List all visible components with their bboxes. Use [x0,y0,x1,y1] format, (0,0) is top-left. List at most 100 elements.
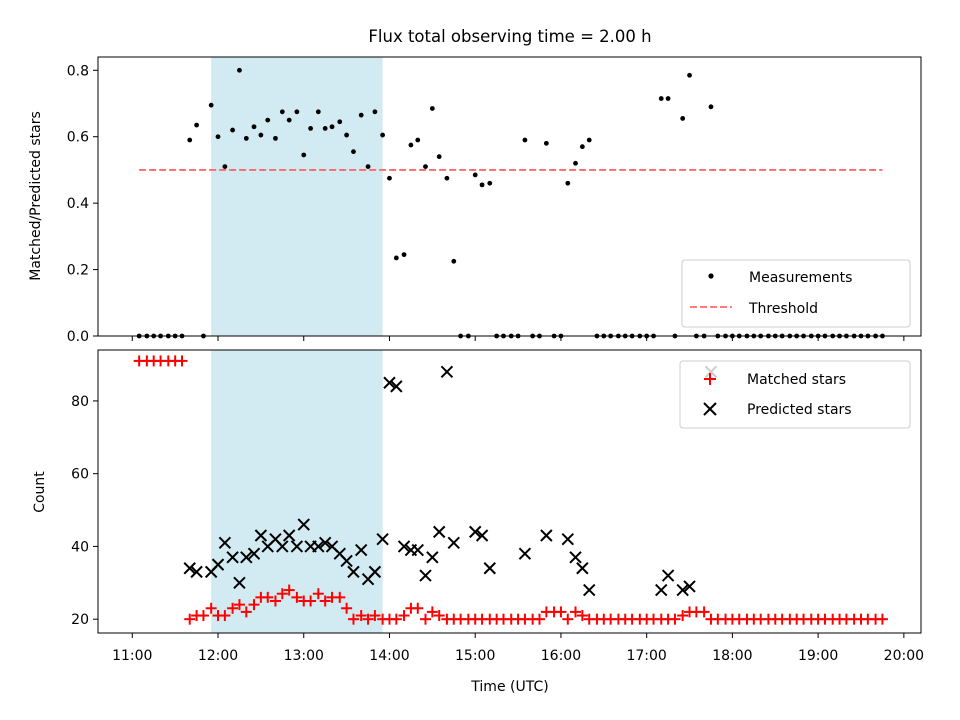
matched-star-point [412,602,424,614]
top-highlight-span [211,57,383,336]
measurement-point [286,117,292,123]
predicted-star-point [240,551,253,564]
predicted-star-point [354,543,368,557]
measurement-point [472,172,478,178]
measurement-point [451,258,457,264]
predicted-star-point [247,547,261,560]
measurement-point [487,180,493,186]
matched-star-point [355,610,367,622]
x-tick-label: 13:00 [284,648,324,664]
predicted-star-point [655,583,668,597]
x-tick-label: 11:00 [112,648,152,664]
predicted-star-point [576,562,589,575]
x-axis-label: Time (UTC) [470,679,548,695]
matched-star-point [283,584,295,596]
measurement-point [301,152,307,158]
measurement-point [522,137,528,143]
x-tick-label: 17:00 [626,648,666,664]
measurement-point [230,127,235,133]
matched-star-point [433,610,445,622]
predicted-star-point [475,529,489,542]
legend-threshold-label: Threshold [748,301,818,317]
predicted-star-points [183,365,718,597]
legend-measurements-marker [708,273,714,279]
matched-star-point [197,610,209,622]
y-tick-label: 0.6 [67,130,89,146]
measurement-point [423,164,428,170]
predicted-star-point [190,565,203,579]
bottom-panel-frame [97,349,922,634]
measurement-point [358,112,364,118]
matched-star-point [419,613,431,625]
measurement-point [337,119,343,125]
predicted-star-point [376,532,389,546]
matched-star-point [276,588,288,600]
top-y-ticks: 0.0 0.2 0.4 0.6 0.8 [67,63,98,345]
matched-star-point [576,610,588,622]
top-panel: 0.00.20.40.60.8 Matched/Predicted stars … [28,56,922,345]
measurement-point [365,164,371,170]
matched-star-point [262,591,274,603]
top-x-ticks [131,336,905,341]
predicted-star-point [183,562,196,575]
measurement-point [194,122,199,128]
x-tick-label: 18:00 [712,648,752,664]
y-tick-label: 0.4 [67,196,89,212]
measurement-point [665,96,671,101]
matched-star-point [669,613,681,625]
matched-star-point [176,355,188,367]
measurement-point [586,137,592,143]
predicted-star-point [226,551,239,564]
measurement-point [387,175,392,181]
matched-star-point [534,613,546,625]
matched-star-point [312,588,324,600]
measurement-point [393,255,399,261]
measurement-point [208,102,214,108]
legend-measurements-label: Measurements [749,270,852,286]
x-tick-label: 14:00 [369,648,409,664]
measurement-point [237,67,242,73]
y-tick-label: 80 [71,394,89,410]
measurement-point [658,96,664,101]
predicted-star-point [276,540,289,553]
x-tick-label: 20:00 [884,648,924,664]
matched-star-point [334,591,346,603]
matched-star-point [570,606,582,618]
matched-star-point [426,606,438,618]
measurement-point [708,104,714,110]
predicted-star-point [211,558,225,571]
measurement-point [265,117,271,123]
matched-star-point [341,602,353,614]
measurement-point [344,132,350,138]
y-tick-label: 20 [71,612,89,628]
predicted-star-point [282,529,296,542]
predicted-star-point [419,569,432,582]
legend-matched-marker [704,373,716,385]
matched-star-point [184,613,196,625]
matched-star-point [677,610,689,622]
measurement-point [444,175,450,181]
matched-star-point [219,610,231,622]
measurement-point [329,124,335,130]
measurement-point [258,132,264,138]
matched-star-point [698,606,710,618]
measurement-point [680,116,686,121]
legend-predicted-label: Predicted stars [747,402,852,418]
measurement-point [279,109,285,115]
y-tick-label: 0.8 [67,63,89,79]
matched-star-point [233,599,245,611]
measurement-point [315,109,321,115]
predicted-star-point [440,365,454,379]
y-tick-label: 60 [71,467,89,483]
predicted-star-point [447,536,460,549]
predicted-star-point [233,576,246,590]
predicted-star-point [290,540,304,553]
measurement-point [372,109,378,115]
matched-star-point [562,613,574,625]
legend-matched-label: Matched stars [747,372,846,388]
top-y-axis-label: Matched/Predicted stars [28,111,44,281]
measurement-point [401,252,407,258]
y-tick-label: 0.2 [67,263,89,279]
top-panel-frame [97,56,922,337]
